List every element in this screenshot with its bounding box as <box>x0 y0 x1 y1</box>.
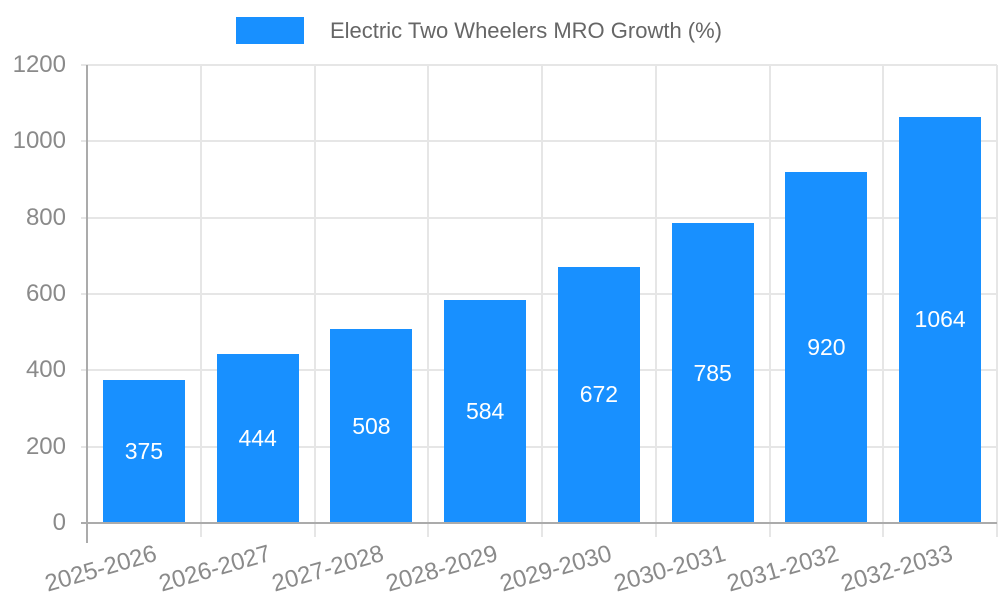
bar-2025-2026[interactable]: 375 <box>102 379 185 523</box>
bar-2026-2027[interactable]: 444 <box>216 353 299 523</box>
y-tick-label-400: 400 <box>25 356 66 384</box>
bar-value-label: 444 <box>238 424 277 451</box>
bar-value-label: 1064 <box>914 306 966 333</box>
legend-swatch[interactable] <box>236 17 304 44</box>
plot-area: 375 444 508 584 672 785 920 1064 <box>81 64 998 543</box>
gridline-horizontal-1000 <box>81 140 997 143</box>
y-tick-label-200: 200 <box>25 432 66 460</box>
gridline-horizontal-200 <box>81 445 997 448</box>
gridline-vertical-4 <box>541 65 543 537</box>
y-tick-label-800: 800 <box>25 203 66 231</box>
gridline-horizontal-1200 <box>81 64 997 66</box>
y-tick-label-600: 600 <box>25 280 66 307</box>
gridline-horizontal-400 <box>81 369 997 372</box>
x-axis-line <box>81 522 997 524</box>
legend-title: Electric Two Wheelers MRO Growth (%) <box>330 17 723 43</box>
gridline-vertical-6 <box>768 65 771 537</box>
bar-value-label: 508 <box>352 412 391 439</box>
chart-legend[interactable]: Electric Two Wheelers MRO Growth (%) <box>236 17 722 44</box>
bar-2032-2033[interactable]: 1064 <box>899 116 982 523</box>
gridline-horizontal-600 <box>81 293 997 295</box>
gridline-vertical-7 <box>882 65 885 537</box>
bar-value-label: 785 <box>693 359 732 386</box>
bar-2030-2031[interactable]: 785 <box>671 223 754 523</box>
bar-2027-2028[interactable]: 508 <box>330 329 413 523</box>
bar-value-label: 584 <box>465 398 505 425</box>
bar-2028-2029[interactable]: 584 <box>444 300 527 523</box>
y-axis-line <box>86 65 88 543</box>
bar-value-label: 672 <box>579 381 619 408</box>
y-tick-label-1000: 1000 <box>12 127 66 155</box>
y-tick-label-1200: 1200 <box>12 51 66 78</box>
gridline-vertical-1 <box>199 65 202 537</box>
gridline-vertical-5 <box>654 65 657 537</box>
gridline-vertical-8 <box>996 65 998 537</box>
bar-value-label: 375 <box>124 437 164 464</box>
bar-2029-2030[interactable]: 672 <box>557 266 640 523</box>
bar-value-label: 920 <box>807 333 846 360</box>
gridline-horizontal-800 <box>81 216 997 219</box>
bar-2031-2032[interactable]: 920 <box>785 171 868 523</box>
y-tick-label-0: 0 <box>52 509 66 536</box>
gridline-vertical-2 <box>313 65 316 537</box>
gridline-vertical-3 <box>427 65 430 537</box>
